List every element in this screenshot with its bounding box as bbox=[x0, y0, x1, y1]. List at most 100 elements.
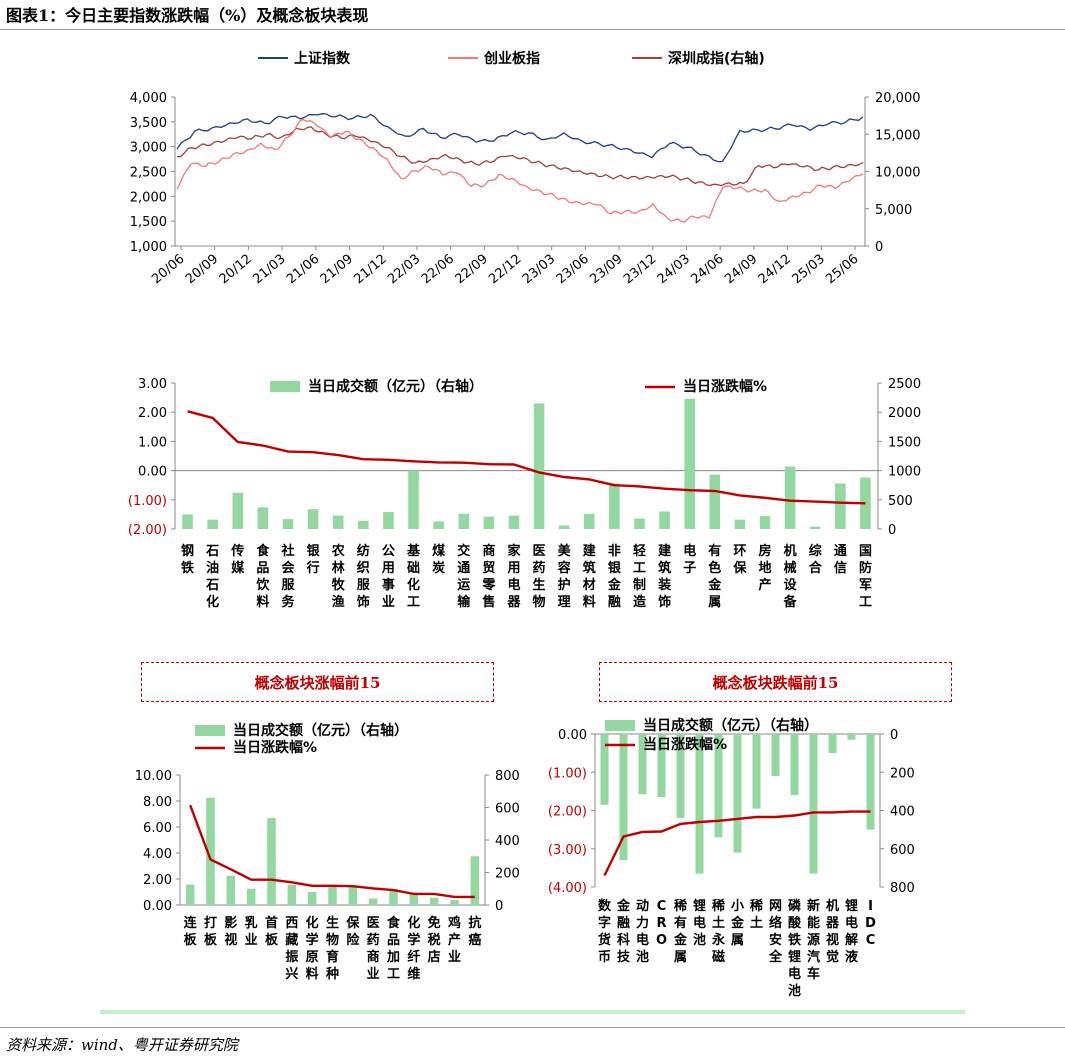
left-tick-label: 1,000 bbox=[130, 240, 167, 255]
x-tick-label: 20/12 bbox=[217, 252, 255, 288]
bar-6 bbox=[307, 892, 317, 905]
category-label-23: 房地产 bbox=[759, 543, 772, 593]
svg-text:用: 用 bbox=[506, 561, 520, 576]
category-label-2: 影视 bbox=[224, 915, 237, 948]
legend-label: 当日成交额（亿元）（右轴） bbox=[643, 717, 818, 734]
category-label-26: 通信 bbox=[834, 543, 847, 576]
bar-14 bbox=[533, 403, 545, 529]
bar-12 bbox=[828, 734, 837, 754]
svg-text:器: 器 bbox=[506, 595, 521, 610]
svg-text:藏: 藏 bbox=[285, 932, 298, 948]
bar-6 bbox=[714, 734, 723, 838]
svg-text:化: 化 bbox=[407, 915, 420, 931]
right-tick-label: 600 bbox=[495, 802, 520, 817]
svg-text:环: 环 bbox=[733, 544, 746, 559]
svg-text:癌: 癌 bbox=[468, 932, 481, 948]
bar-8 bbox=[348, 887, 358, 905]
svg-text:金: 金 bbox=[673, 932, 688, 948]
svg-text:保: 保 bbox=[345, 915, 360, 931]
svg-text:医: 医 bbox=[367, 916, 380, 931]
svg-text:电: 电 bbox=[683, 543, 696, 559]
svg-text:药: 药 bbox=[367, 932, 380, 948]
svg-text:商: 商 bbox=[367, 949, 380, 965]
right-tick-label: 0 bbox=[890, 728, 898, 743]
x-tick-label: 21/09 bbox=[318, 252, 356, 288]
x-tick-label: 20/06 bbox=[149, 252, 187, 288]
svg-text:产: 产 bbox=[759, 577, 772, 593]
bar-22 bbox=[734, 519, 746, 529]
left-tick-label: (3.00) bbox=[548, 843, 587, 858]
legend-label: 当日涨跌幅% bbox=[683, 378, 767, 395]
svg-text:林: 林 bbox=[332, 560, 345, 576]
bar-0 bbox=[182, 514, 193, 529]
svg-text:会: 会 bbox=[281, 560, 295, 576]
bar-3 bbox=[257, 507, 269, 529]
svg-text:板: 板 bbox=[184, 932, 198, 948]
svg-text:输: 输 bbox=[457, 594, 471, 610]
bar-23 bbox=[759, 516, 771, 529]
svg-text:房: 房 bbox=[759, 543, 772, 559]
svg-text:轻: 轻 bbox=[633, 543, 646, 559]
svg-text:钢: 钢 bbox=[181, 543, 194, 559]
svg-text:土: 土 bbox=[712, 915, 725, 931]
category-label-1: 打板 bbox=[204, 915, 218, 948]
svg-text:C: C bbox=[866, 933, 876, 948]
svg-text:汽: 汽 bbox=[807, 949, 820, 965]
bar-8 bbox=[383, 512, 394, 529]
legend-label: 当日涨跌幅% bbox=[643, 736, 727, 753]
x-tick-label: 24/06 bbox=[688, 252, 726, 288]
svg-text:筑: 筑 bbox=[583, 560, 596, 576]
svg-text:石: 石 bbox=[205, 578, 219, 593]
left-tick-label: 2.00 bbox=[143, 873, 172, 888]
svg-text:险: 险 bbox=[346, 932, 360, 948]
x-tick-label: 21/12 bbox=[351, 252, 389, 288]
svg-text:首: 首 bbox=[265, 915, 278, 931]
svg-text:炭: 炭 bbox=[432, 560, 445, 576]
svg-text:综: 综 bbox=[809, 543, 822, 559]
right-tick-label: 400 bbox=[495, 834, 520, 849]
svg-text:通: 通 bbox=[457, 560, 470, 576]
svg-text:化: 化 bbox=[407, 577, 420, 593]
svg-text:生: 生 bbox=[326, 915, 339, 931]
svg-text:酸: 酸 bbox=[788, 915, 802, 931]
svg-text:货: 货 bbox=[598, 932, 611, 948]
left-tick-label: 4,000 bbox=[130, 91, 167, 106]
svg-text:石: 石 bbox=[205, 544, 219, 559]
x-tick-label: 23/12 bbox=[621, 252, 659, 288]
svg-text:锂: 锂 bbox=[845, 898, 858, 914]
svg-text:R: R bbox=[656, 916, 666, 931]
left-tick-label: 1.00 bbox=[138, 435, 167, 450]
svg-text:渔: 渔 bbox=[332, 594, 345, 610]
svg-text:C: C bbox=[657, 899, 667, 914]
green-underline bbox=[100, 1010, 965, 1014]
svg-text:织: 织 bbox=[357, 560, 370, 576]
x-tick-label: 25/03 bbox=[790, 252, 828, 288]
svg-text:保: 保 bbox=[732, 560, 747, 576]
svg-text:金: 金 bbox=[616, 898, 631, 914]
right-tick-label: 200 bbox=[495, 867, 520, 882]
left-tick-label: 3.00 bbox=[138, 377, 167, 392]
industry-chart: 3.00 2.00 1.00 0.00 (1.00) (2.00) 2500 2000 1500… bbox=[128, 377, 921, 610]
category-label-13: 鸡产业 bbox=[447, 915, 461, 965]
x-tick-label: 22/03 bbox=[385, 252, 423, 288]
svg-text:造: 造 bbox=[633, 594, 647, 610]
svg-text:液: 液 bbox=[845, 949, 858, 965]
svg-text:军: 军 bbox=[859, 578, 872, 593]
bar-4 bbox=[282, 519, 294, 529]
svg-text:影: 影 bbox=[224, 915, 237, 931]
svg-text:板: 板 bbox=[265, 932, 279, 948]
svg-text:属: 属 bbox=[708, 595, 721, 610]
svg-text:传: 传 bbox=[230, 543, 244, 559]
